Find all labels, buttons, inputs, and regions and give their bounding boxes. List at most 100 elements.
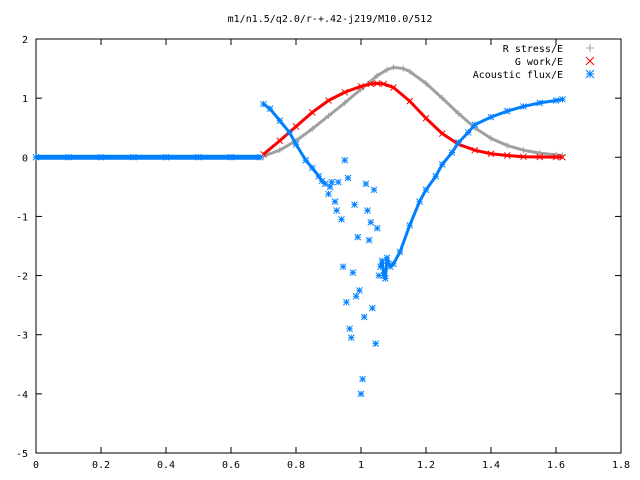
y-tick-label: -1: [16, 212, 28, 223]
data-point: [406, 68, 413, 75]
data-point: [503, 107, 511, 115]
data-point: [438, 161, 446, 168]
data-point: [552, 153, 560, 161]
data-point: [357, 390, 365, 398]
data-point: [559, 95, 566, 103]
data-point: [364, 207, 371, 214]
data-point: [162, 153, 170, 161]
data-point: [390, 84, 397, 91]
legend-label: R stress/E: [503, 44, 563, 55]
legend-marker: [585, 56, 595, 66]
data-point: [276, 137, 284, 145]
data-point: [374, 72, 381, 79]
x-tick-label: 1: [358, 460, 364, 471]
data-point: [390, 260, 397, 268]
chart-title: m1/n1.5/q2.0/r-+.42-j219/M10.0/512: [228, 14, 433, 25]
data-point: [416, 198, 423, 205]
x-tick-label: 1.4: [482, 460, 500, 471]
data-point: [266, 105, 274, 113]
data-point: [341, 88, 349, 96]
data-point: [471, 146, 479, 154]
data-point: [520, 103, 527, 110]
data-point: [347, 334, 355, 342]
data-point: [372, 340, 379, 347]
data-point: [65, 153, 72, 161]
data-point: [354, 233, 362, 241]
data-point: [487, 113, 495, 121]
x-tick-label: 0.2: [92, 460, 110, 471]
y-tick-label: 0: [22, 153, 28, 164]
data-point: [276, 147, 283, 154]
data-point: [520, 153, 527, 161]
data-point: [276, 117, 284, 124]
data-point: [260, 100, 267, 108]
x-tick-label: 0: [33, 460, 39, 471]
data-point: [227, 153, 235, 161]
data-point: [423, 80, 429, 87]
data-point: [367, 218, 375, 226]
data-point: [325, 112, 332, 119]
data-point: [256, 153, 264, 161]
series-band: [262, 81, 563, 159]
series-band-head: [262, 102, 327, 186]
data-point: [471, 121, 479, 129]
y-tick-label: -5: [16, 449, 28, 460]
x-tick-label: 0.6: [222, 460, 240, 471]
data-point: [536, 150, 543, 157]
y-tick-label: 1: [22, 94, 28, 105]
data-point: [406, 221, 414, 229]
data-point: [383, 254, 391, 262]
data-point: [130, 153, 137, 161]
data-point: [325, 190, 332, 198]
data-point: [357, 82, 365, 90]
data-point: [334, 178, 342, 186]
data-point: [351, 201, 358, 208]
data-point: [400, 65, 407, 72]
data-point: [377, 263, 384, 271]
data-point: [339, 263, 347, 271]
legend-label: G work/E: [515, 57, 563, 68]
data-point: [302, 156, 310, 164]
data-point: [352, 292, 360, 300]
data-point: [328, 178, 336, 186]
data-point: [503, 152, 511, 159]
data-point: [559, 153, 566, 161]
data-point: [325, 97, 332, 104]
data-point: [422, 186, 430, 194]
x-tick-label: 1.2: [417, 460, 435, 471]
y-tick-label: -4: [16, 390, 28, 401]
y-tick-label: 2: [22, 35, 28, 46]
data-point: [360, 313, 368, 321]
data-point: [536, 153, 544, 161]
data-point: [359, 375, 366, 383]
data-point: [373, 224, 381, 232]
data-point: [308, 108, 316, 116]
data-point: [370, 186, 378, 194]
data-point: [406, 97, 414, 105]
data-point: [343, 298, 350, 306]
x-tick-label: 1.6: [547, 460, 565, 471]
series-2: [32, 95, 566, 398]
data-point: [195, 153, 202, 161]
data-point: [455, 110, 462, 117]
x-tick-label: 1.8: [612, 460, 630, 471]
series-band: [262, 65, 563, 158]
data-point: [438, 130, 446, 137]
data-point: [520, 147, 527, 154]
data-point: [362, 180, 370, 188]
y-tick-label: -2: [16, 272, 28, 283]
data-point: [365, 236, 373, 244]
data-point: [292, 140, 300, 148]
data-point: [331, 198, 339, 205]
legend-label: Acoustic flux/E: [473, 70, 563, 81]
data-point: [439, 95, 446, 102]
data-point: [333, 207, 340, 214]
x-tick-label: 0.4: [157, 460, 175, 471]
data-point: [448, 149, 456, 156]
data-point: [341, 99, 348, 106]
data-point: [338, 216, 345, 223]
data-point: [292, 123, 300, 130]
data-point: [432, 172, 440, 180]
series-1: [260, 80, 566, 161]
